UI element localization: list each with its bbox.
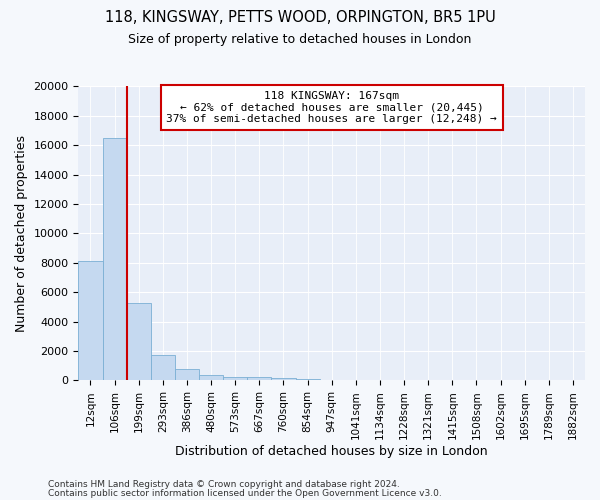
Bar xyxy=(247,377,271,380)
Bar xyxy=(175,370,199,380)
Bar xyxy=(103,138,127,380)
Text: Contains HM Land Registry data © Crown copyright and database right 2024.: Contains HM Land Registry data © Crown c… xyxy=(48,480,400,489)
Bar xyxy=(79,262,103,380)
Text: 118, KINGSWAY, PETTS WOOD, ORPINGTON, BR5 1PU: 118, KINGSWAY, PETTS WOOD, ORPINGTON, BR… xyxy=(104,10,496,25)
Bar xyxy=(199,376,223,380)
Bar xyxy=(296,378,320,380)
Y-axis label: Number of detached properties: Number of detached properties xyxy=(15,135,28,332)
Text: Contains public sector information licensed under the Open Government Licence v3: Contains public sector information licen… xyxy=(48,488,442,498)
Bar xyxy=(223,376,247,380)
Text: 118 KINGSWAY: 167sqm
← 62% of detached houses are smaller (20,445)
37% of semi-d: 118 KINGSWAY: 167sqm ← 62% of detached h… xyxy=(166,91,497,124)
X-axis label: Distribution of detached houses by size in London: Distribution of detached houses by size … xyxy=(175,444,488,458)
Bar xyxy=(151,354,175,380)
Bar xyxy=(127,302,151,380)
Bar xyxy=(271,378,296,380)
Text: Size of property relative to detached houses in London: Size of property relative to detached ho… xyxy=(128,32,472,46)
